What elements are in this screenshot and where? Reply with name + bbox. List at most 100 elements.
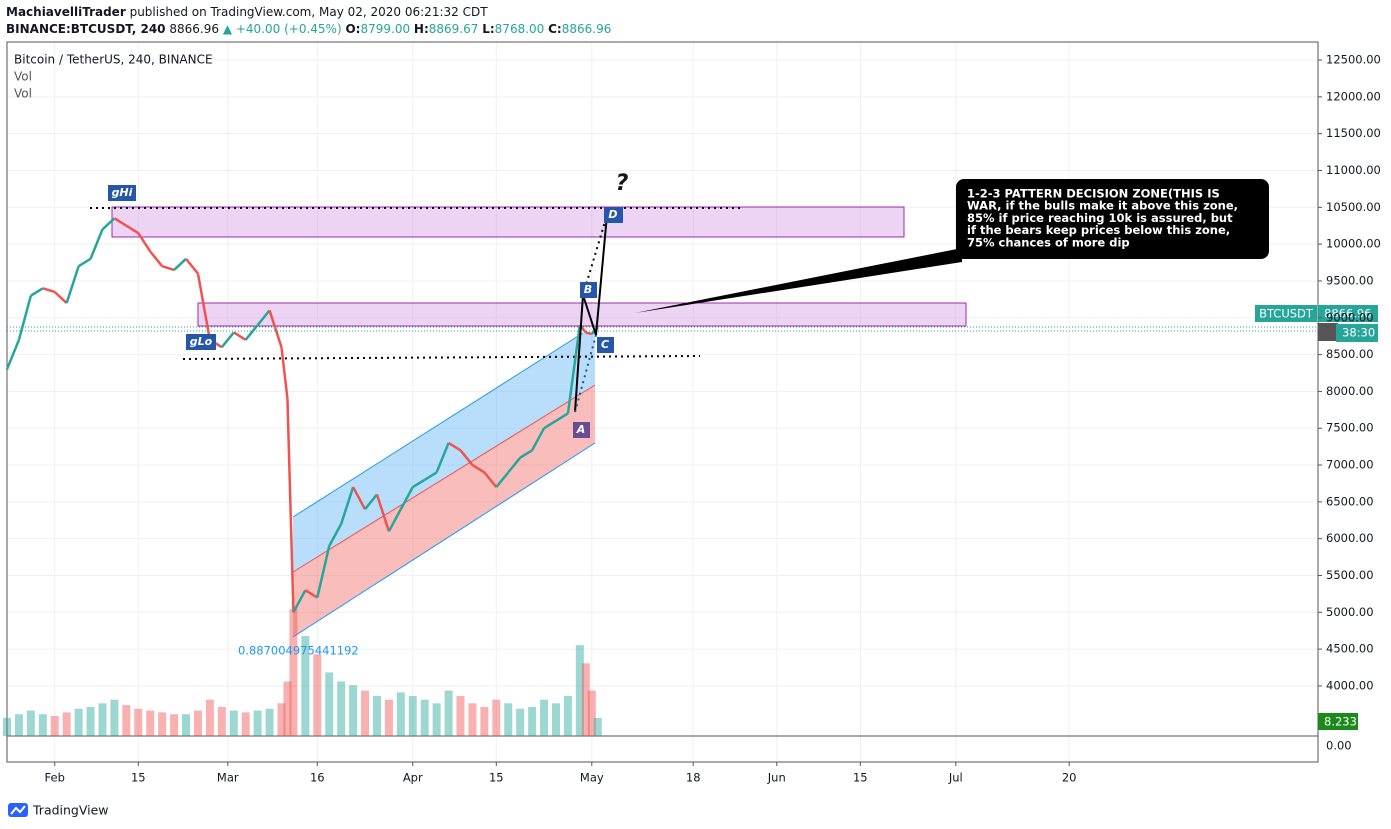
volume-bar bbox=[444, 690, 453, 736]
pattern-dotted bbox=[574, 334, 597, 413]
price-segment bbox=[149, 250, 164, 268]
volume-bar bbox=[540, 699, 549, 736]
tag-box bbox=[1318, 305, 1378, 322]
callout-text: 1-2-3 PATTERN DECISION ZONE(THIS ISWAR, … bbox=[967, 187, 1238, 250]
volume-bar bbox=[432, 703, 441, 736]
ohlc-value: 8869.67 bbox=[429, 22, 479, 36]
ghi-label: gHi bbox=[112, 186, 133, 199]
last: 8866.96 bbox=[169, 22, 219, 36]
dotted-line bbox=[182, 355, 701, 360]
y-tick-label: 7500.00 bbox=[1326, 421, 1374, 435]
volume-bar bbox=[3, 717, 11, 736]
price-segment bbox=[125, 224, 139, 235]
price-segment bbox=[101, 217, 116, 231]
header-line: MachiavelliTrader published on TradingVi… bbox=[6, 5, 488, 19]
volume-bar bbox=[134, 708, 143, 736]
price-segment bbox=[555, 412, 569, 422]
callout-line: if the bears keep prices below this zone… bbox=[967, 223, 1230, 237]
upper-zone bbox=[111, 206, 905, 238]
volume-bar bbox=[253, 710, 262, 736]
label-box bbox=[604, 207, 623, 223]
price-segment bbox=[292, 589, 307, 613]
price-segment bbox=[328, 523, 343, 547]
tag-box bbox=[1255, 305, 1317, 322]
price-segment bbox=[17, 295, 33, 341]
volume-bar bbox=[122, 705, 131, 736]
y-tick-label: 10000.00 bbox=[1326, 237, 1381, 251]
volume-bar bbox=[193, 710, 202, 736]
volume-bar bbox=[74, 708, 83, 736]
price-segment bbox=[447, 441, 462, 452]
volume-bar bbox=[420, 699, 429, 736]
author: MachiavelliTrader bbox=[6, 5, 126, 19]
price-segment bbox=[459, 449, 474, 466]
volume-bar bbox=[456, 696, 465, 736]
y-tick-label: 4000.00 bbox=[1326, 678, 1374, 692]
price-segment bbox=[316, 545, 331, 598]
price-segment bbox=[364, 493, 378, 510]
volume-bar bbox=[170, 714, 179, 736]
logo bbox=[8, 803, 28, 817]
y-tick-label: 10500.00 bbox=[1326, 200, 1381, 214]
label-box bbox=[573, 422, 590, 438]
volume-bar bbox=[98, 703, 107, 736]
price-segment bbox=[244, 324, 259, 341]
price-segment bbox=[519, 449, 533, 459]
price-segment bbox=[483, 471, 498, 488]
volume-bar bbox=[384, 699, 393, 736]
tag-box bbox=[1318, 713, 1358, 730]
volume-bar bbox=[283, 681, 292, 736]
volume-bar bbox=[563, 696, 572, 736]
legend-vol: Vol bbox=[14, 70, 32, 84]
ohlc-label: H: bbox=[414, 22, 429, 36]
brand: TradingView bbox=[32, 803, 109, 818]
change: ▲ +40.00 (+0.45%) bbox=[223, 22, 342, 36]
price-segment bbox=[256, 309, 271, 326]
x-tick-label: Feb bbox=[45, 771, 65, 785]
price-segment bbox=[220, 331, 235, 348]
ohlc-label: C: bbox=[548, 22, 562, 36]
volume-bar bbox=[289, 608, 298, 736]
volume-bar bbox=[516, 708, 525, 736]
y-tick-label: 6500.00 bbox=[1326, 494, 1374, 508]
x-tick-label: Jun bbox=[767, 771, 786, 785]
price-segment bbox=[412, 478, 426, 489]
price-segment bbox=[585, 331, 593, 336]
price-tag: 8866.96 bbox=[1324, 307, 1372, 321]
x-tick-label: 15 bbox=[131, 771, 146, 785]
price-segment bbox=[531, 427, 546, 451]
published: published on TradingView.com, May 02, 20… bbox=[130, 5, 489, 19]
channel-line bbox=[292, 442, 596, 638]
volume-bar bbox=[241, 712, 250, 736]
price-segment bbox=[53, 291, 68, 304]
volume-bar bbox=[575, 645, 584, 736]
price-segment bbox=[351, 486, 367, 510]
x-tick-label: Jul bbox=[948, 771, 963, 785]
grid bbox=[7, 42, 1318, 762]
volume-bar bbox=[62, 712, 71, 736]
legend-vol: Vol bbox=[14, 87, 32, 101]
volume-bar bbox=[110, 699, 119, 736]
volume-bar bbox=[337, 681, 346, 736]
volume-bar bbox=[396, 692, 405, 736]
price-segment bbox=[471, 463, 486, 474]
x-tick-label: 15 bbox=[853, 771, 868, 785]
y-tick-label: 11000.00 bbox=[1326, 163, 1381, 177]
price-segment bbox=[507, 456, 522, 474]
volume-bar bbox=[504, 703, 513, 736]
price-segment bbox=[196, 273, 212, 341]
price-segment bbox=[495, 471, 510, 488]
pattern-dotted bbox=[582, 214, 608, 296]
channel-line bbox=[292, 384, 596, 573]
volume-bar bbox=[587, 690, 596, 736]
volume-bar bbox=[265, 708, 274, 736]
price-segment bbox=[566, 324, 582, 414]
ohlc-value: 8866.96 bbox=[562, 22, 612, 36]
price-segment bbox=[89, 228, 104, 260]
price-segment bbox=[375, 494, 391, 532]
volume-bar bbox=[372, 696, 381, 736]
volume-bar bbox=[277, 703, 286, 736]
countdown-tag: 38:30 bbox=[1342, 326, 1375, 340]
x-tick-label: May bbox=[580, 771, 604, 785]
y-tick-label: 9000.00 bbox=[1326, 310, 1374, 324]
